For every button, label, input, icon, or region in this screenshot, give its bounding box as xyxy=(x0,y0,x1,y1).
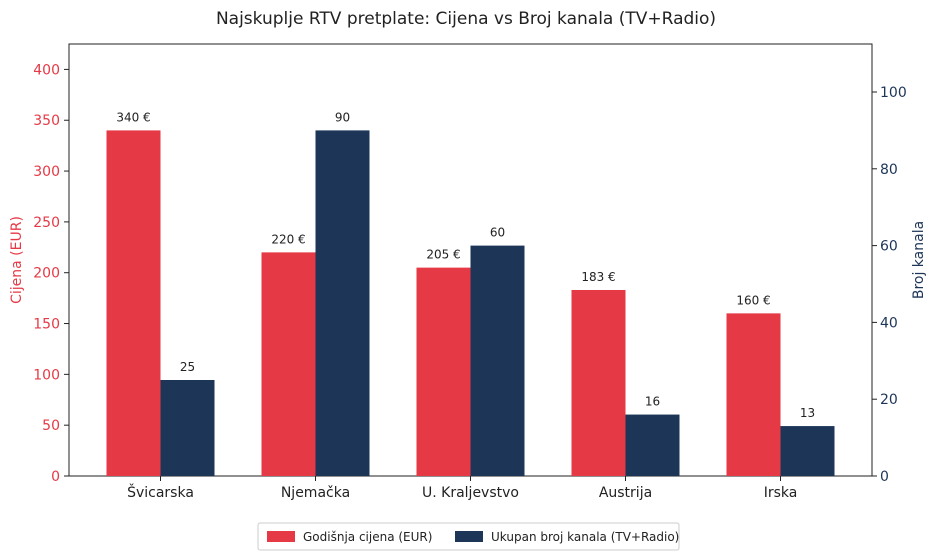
y-left-tick-label: 400 xyxy=(33,62,60,78)
x-tick-label: Švicarska xyxy=(127,483,194,501)
y-left-tick-label: 250 xyxy=(33,215,60,231)
x-tick-label: Irska xyxy=(764,485,798,501)
bar-price xyxy=(726,313,781,476)
bar-label-channels: 60 xyxy=(490,226,505,240)
legend-swatch-channels xyxy=(455,531,483,542)
x-tick-label: Njemačka xyxy=(281,485,350,501)
x-tick-label: U. Kraljevstvo xyxy=(422,485,519,501)
x-tick-label: Austrija xyxy=(599,485,652,501)
y-right-tick-label: 40 xyxy=(880,315,898,331)
bar-channels xyxy=(160,380,215,476)
y-left-tick-label: 350 xyxy=(33,113,60,129)
y-right-tick-label: 100 xyxy=(880,85,907,101)
y-left-axis-label: Cijena (EUR) xyxy=(9,216,25,304)
y-left-tick-label: 200 xyxy=(33,266,60,282)
y-right-tick-label: 0 xyxy=(880,469,889,485)
right-axis: 0 20 40 60 80 100 xyxy=(872,85,907,485)
bar-channels xyxy=(780,426,835,476)
legend-label-channels: Ukupan broj kanala (TV+Radio) xyxy=(491,530,679,544)
bar-price xyxy=(261,252,316,476)
y-right-axis-label: Broj kanala xyxy=(911,221,927,299)
legend-label-price: Godišnja cijena (EUR) xyxy=(303,530,432,544)
legend-swatch-price xyxy=(267,531,295,542)
bar-label-channels: 13 xyxy=(800,406,815,420)
legend: Godišnja cijena (EUR) Ukupan broj kanala… xyxy=(257,522,680,551)
y-right-tick-label: 20 xyxy=(880,392,898,408)
y-left-tick-label: 300 xyxy=(33,164,60,180)
bar-price xyxy=(571,289,626,476)
y-right-tick-label: 60 xyxy=(880,239,898,255)
bar-label-price: 340 € xyxy=(116,110,150,124)
bar-channels xyxy=(315,130,370,476)
y-left-tick-label: 100 xyxy=(33,367,60,383)
bars xyxy=(106,130,835,476)
bar-label-price: 160 € xyxy=(736,293,770,307)
bar-label-channels: 25 xyxy=(180,360,195,374)
bar-label-price: 183 € xyxy=(581,270,615,284)
chart-title: Najskuplje RTV pretplate: Cijena vs Broj… xyxy=(216,9,716,29)
y-right-tick-label: 80 xyxy=(880,162,898,178)
y-left-tick-label: 50 xyxy=(42,418,60,434)
y-left-tick-label: 150 xyxy=(33,317,60,333)
x-axis: Švicarska Njemačka U. Kraljevstvo Austrija I… xyxy=(127,476,797,501)
bar-label-channels: 16 xyxy=(645,395,660,409)
bar-price xyxy=(106,130,161,476)
bar-channels xyxy=(470,245,525,476)
y-left-tick-label: 0 xyxy=(51,469,60,485)
bar-label-price: 205 € xyxy=(426,248,460,262)
bar-channels xyxy=(625,414,680,476)
bar-label-channels: 90 xyxy=(335,110,350,124)
bar-labels: 340 € 25 220 € 90 205 € 60 183 € 16 160 € 13 xyxy=(116,110,815,420)
bar-price xyxy=(416,267,471,476)
left-axis: 0 50 100 150 200 250 300 350 400 xyxy=(33,62,69,485)
bar-label-price: 220 € xyxy=(271,232,305,246)
